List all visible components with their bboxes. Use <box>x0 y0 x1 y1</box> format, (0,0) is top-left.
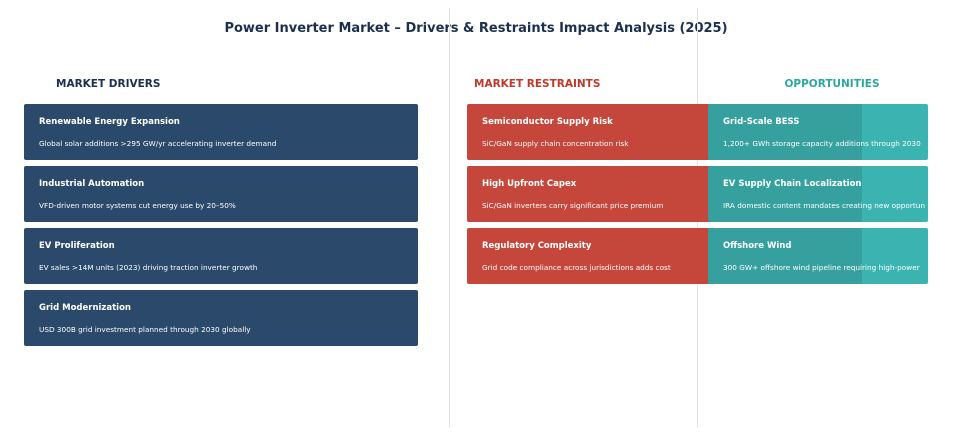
card-desc: EV sales >14M units (2023) driving tract… <box>39 263 258 272</box>
card-shade <box>708 228 862 284</box>
card: Grid Modernization USD 300B grid investme… <box>24 290 418 346</box>
card-desc: Global solar additions >295 GW/yr accele… <box>39 139 277 148</box>
card-desc: IRA domestic content mandates creating n… <box>723 201 925 210</box>
card: Offshore Wind 300 GW+ offshore wind pipel… <box>708 228 928 284</box>
card-title: EV Supply Chain Localization <box>723 179 862 189</box>
card-desc: SiC/GaN supply chain concentration risk <box>482 139 629 148</box>
card-title: EV Proliferation <box>39 241 115 251</box>
card-title: Industrial Automation <box>39 179 145 189</box>
card-desc: Grid code compliance across jurisdiction… <box>482 263 671 272</box>
card-title: Semiconductor Supply Risk <box>482 117 613 127</box>
card: Semiconductor Supply Risk SiC/GaN supply … <box>467 104 717 160</box>
card-desc: 1,200+ GWh storage capacity additions th… <box>723 139 921 148</box>
card-title: Grid-Scale BESS <box>723 117 800 127</box>
column-heading: OPPORTUNITIES <box>784 78 880 90</box>
card: Regulatory Complexity Grid code complianc… <box>467 228 717 284</box>
card: EV Supply Chain Localization IRA domestic… <box>708 166 928 222</box>
card: Grid-Scale BESS 1,200+ GWh storage capaci… <box>708 104 928 160</box>
card: High Upfront Capex SiC/GaN inverters carr… <box>467 166 717 222</box>
card: Industrial Automation VFD-driven motor sy… <box>24 166 418 222</box>
divider <box>449 8 450 428</box>
card-desc: USD 300B grid investment planned through… <box>39 325 251 334</box>
card-shade <box>708 104 862 160</box>
card-desc: 300 GW+ offshore wind pipeline requiring… <box>723 263 920 272</box>
card-title: Regulatory Complexity <box>482 241 592 251</box>
card-desc: SiC/GaN inverters carry significant pric… <box>482 201 664 210</box>
title: Power Inverter Market – Drivers & Restra… <box>224 21 728 36</box>
card: Renewable Energy Expansion Global solar a… <box>24 104 418 160</box>
card-title: Renewable Energy Expansion <box>39 117 180 127</box>
card-desc: VFD-driven motor systems cut energy use … <box>39 201 236 210</box>
card-title: High Upfront Capex <box>482 179 577 189</box>
column-heading: MARKET DRIVERS <box>56 78 161 90</box>
card-title: Offshore Wind <box>723 241 792 251</box>
column-heading: MARKET RESTRAINTS <box>474 78 601 90</box>
card: EV Proliferation EV sales >14M units (202… <box>24 228 418 284</box>
card-title: Grid Modernization <box>39 303 131 313</box>
card-shade <box>708 166 862 222</box>
